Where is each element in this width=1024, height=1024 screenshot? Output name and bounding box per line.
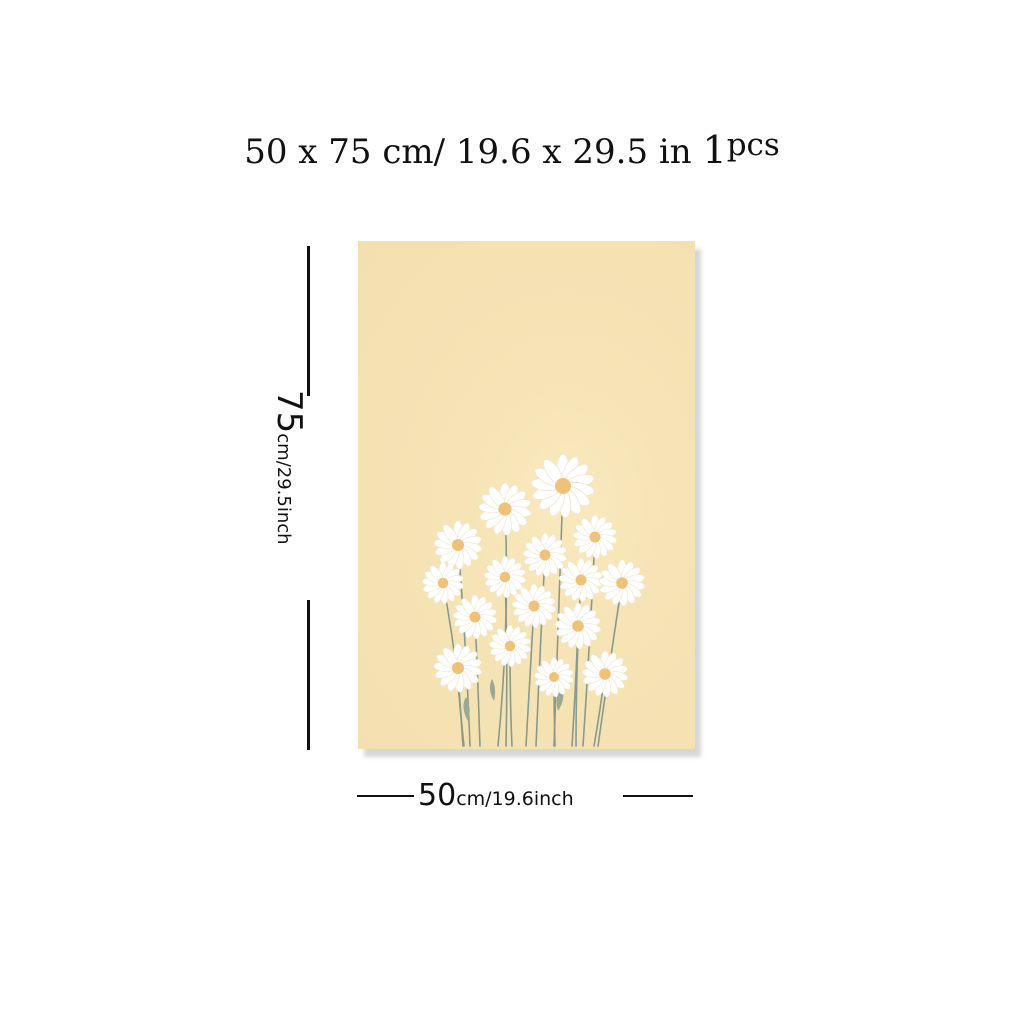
height-unit: cm/29.5inch	[273, 433, 294, 545]
quantity-unit: pcs	[726, 127, 780, 163]
poster-preview	[358, 241, 701, 757]
width-unit: cm/19.6inch	[456, 788, 574, 810]
size-cm-unit: cm/	[382, 132, 446, 172]
height-dimension-line-bottom	[307, 600, 310, 750]
height-dimension-line-top	[307, 246, 310, 396]
width-dimension-line-right	[623, 795, 693, 797]
daisy-flowers	[421, 453, 647, 698]
product-size-title: 50 x 75 cm/ 19.6 x 29.5 in 1pcs	[0, 127, 1024, 172]
height-value: 75	[269, 390, 309, 434]
width-dimension-label: 50cm/19.6inch	[418, 778, 574, 813]
daisy-bouquet-illustration	[421, 453, 647, 747]
height-dimension-label: 75cm/29.5inch	[269, 390, 327, 604]
width-value: 50	[418, 778, 457, 813]
quantity-number: 1	[702, 128, 727, 172]
daisy-artwork	[358, 241, 695, 749]
width-dimension-line-left	[357, 795, 414, 797]
size-inch-unit: in	[658, 132, 692, 172]
size-inch: 19.6 x 29.5	[455, 132, 649, 172]
size-cm: 50 x 75	[244, 132, 372, 172]
